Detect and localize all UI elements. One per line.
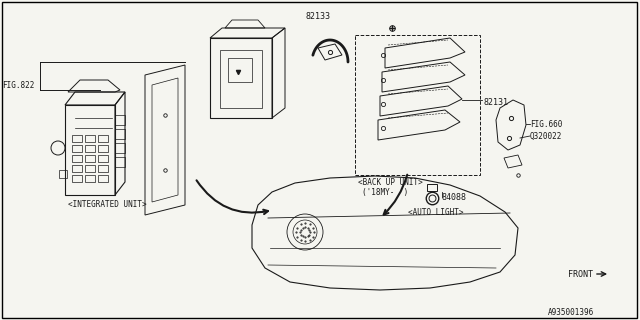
Text: ('18MY-  ): ('18MY- )	[362, 188, 408, 197]
Text: <BACK UP UNIT>: <BACK UP UNIT>	[358, 178, 423, 187]
Text: <AUTO LIGHT>: <AUTO LIGHT>	[408, 208, 463, 217]
Text: FIG.822: FIG.822	[2, 81, 35, 90]
Bar	[98, 165, 108, 172]
Bar	[427, 184, 437, 191]
Bar	[115, 157, 125, 167]
Bar	[72, 165, 82, 172]
Bar	[98, 175, 108, 182]
Bar	[85, 155, 95, 162]
Bar	[85, 175, 95, 182]
Bar	[85, 135, 95, 142]
Text: A935001396: A935001396	[548, 308, 595, 317]
Bar	[98, 155, 108, 162]
Bar	[98, 145, 108, 152]
Bar	[85, 165, 95, 172]
Text: 82133: 82133	[305, 12, 330, 21]
Bar	[115, 129, 125, 139]
Bar	[59, 170, 67, 178]
Text: <INTEGRATED UNIT>: <INTEGRATED UNIT>	[68, 200, 147, 209]
Text: 82131: 82131	[483, 98, 508, 107]
Bar	[72, 155, 82, 162]
Bar	[72, 175, 82, 182]
Bar	[72, 145, 82, 152]
Bar	[98, 135, 108, 142]
Text: Q320022: Q320022	[530, 132, 563, 141]
Text: FRONT: FRONT	[568, 270, 593, 279]
Text: 84088: 84088	[442, 193, 467, 202]
Text: FIG.660: FIG.660	[530, 120, 563, 129]
Bar	[115, 115, 125, 125]
Bar	[72, 135, 82, 142]
Bar	[85, 145, 95, 152]
Bar	[115, 143, 125, 153]
